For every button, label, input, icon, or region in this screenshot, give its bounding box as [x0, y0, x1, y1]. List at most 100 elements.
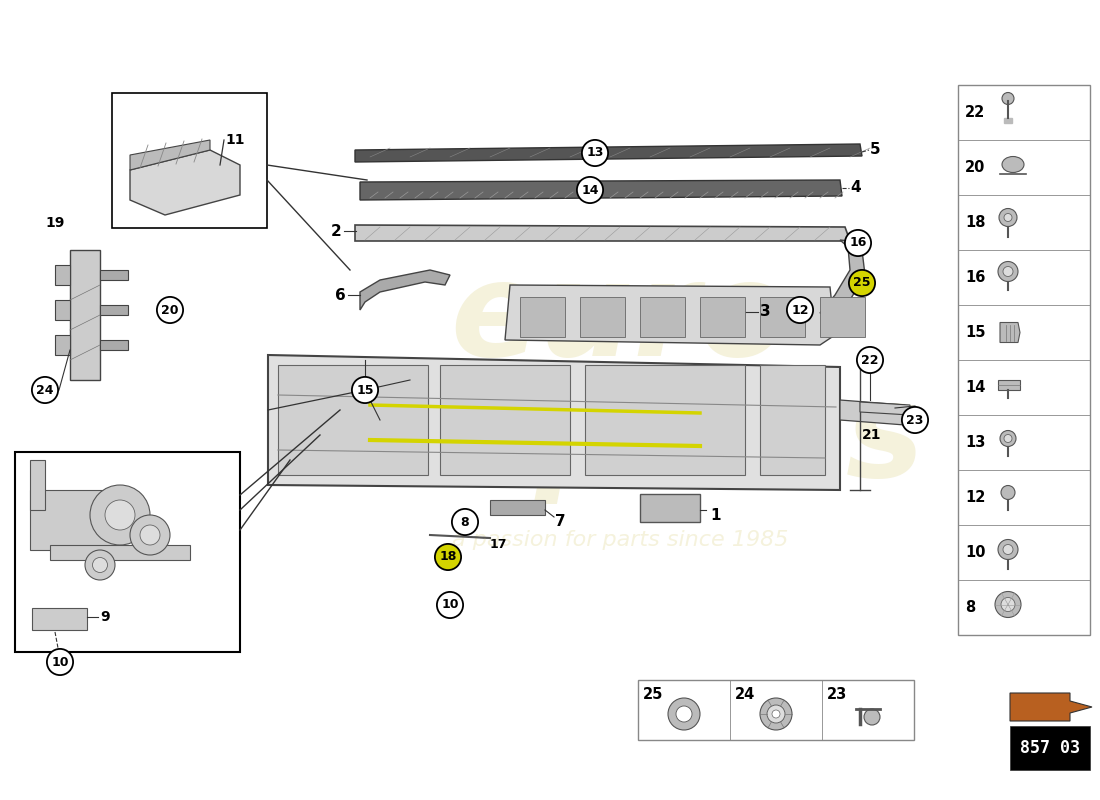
Text: 1: 1 [710, 507, 720, 522]
Ellipse shape [1002, 157, 1024, 173]
Text: 8: 8 [965, 600, 976, 615]
Circle shape [453, 510, 477, 534]
Text: 21: 21 [862, 428, 881, 442]
Circle shape [848, 269, 876, 297]
Text: 9: 9 [100, 610, 110, 624]
Bar [638, 680, 914, 740]
Circle shape [846, 230, 870, 255]
Text: parts: parts [535, 377, 925, 503]
Text: 7: 7 [556, 514, 565, 530]
Bar [50, 545, 190, 560]
Circle shape [676, 706, 692, 722]
Circle shape [1002, 93, 1014, 105]
Text: 19: 19 [45, 216, 65, 230]
Bar [278, 365, 428, 475]
Text: 18: 18 [439, 550, 456, 563]
Circle shape [772, 710, 780, 718]
Polygon shape [860, 402, 910, 415]
Bar [32, 608, 87, 630]
Text: 11: 11 [226, 133, 244, 147]
Text: 8: 8 [461, 515, 470, 529]
Circle shape [996, 591, 1021, 618]
Bar [700, 297, 745, 337]
Bar [1010, 726, 1090, 770]
Text: 18: 18 [965, 215, 986, 230]
Circle shape [92, 558, 108, 573]
Text: 20: 20 [965, 160, 986, 175]
Circle shape [901, 406, 930, 434]
Polygon shape [1004, 118, 1012, 122]
Circle shape [578, 178, 602, 202]
Circle shape [33, 378, 57, 402]
Circle shape [436, 591, 464, 619]
Bar [100, 270, 128, 280]
Text: 14: 14 [965, 380, 986, 395]
Circle shape [668, 698, 700, 730]
Circle shape [581, 139, 609, 167]
Bar [640, 297, 685, 337]
Polygon shape [840, 400, 905, 425]
Text: 10: 10 [441, 598, 459, 611]
Text: 17: 17 [490, 538, 507, 551]
Circle shape [767, 705, 785, 723]
Text: 23: 23 [906, 414, 924, 426]
Bar [820, 297, 865, 337]
Circle shape [90, 485, 150, 545]
Text: 12: 12 [965, 490, 986, 505]
Text: euro: euro [450, 257, 790, 383]
Circle shape [1003, 545, 1013, 554]
Text: 2: 2 [331, 223, 342, 238]
Text: 13: 13 [965, 435, 986, 450]
Bar [30, 490, 120, 550]
Circle shape [786, 296, 814, 324]
Circle shape [1001, 598, 1015, 611]
Circle shape [47, 650, 73, 674]
Bar [760, 365, 825, 475]
Text: 15: 15 [965, 325, 986, 340]
Circle shape [1000, 430, 1016, 446]
Text: 25: 25 [644, 687, 663, 702]
Text: 857 03: 857 03 [1020, 739, 1080, 757]
Text: a passion for parts since 1985: a passion for parts since 1985 [452, 530, 789, 550]
Bar [100, 340, 128, 350]
Circle shape [1003, 266, 1013, 277]
Polygon shape [355, 225, 850, 241]
Text: 25: 25 [854, 277, 871, 290]
Circle shape [999, 209, 1018, 226]
Bar [585, 365, 745, 475]
Circle shape [903, 408, 927, 432]
Bar [55, 300, 70, 320]
Polygon shape [268, 355, 840, 490]
Text: 12: 12 [791, 303, 808, 317]
Circle shape [583, 141, 607, 166]
Polygon shape [505, 285, 835, 345]
Bar [640, 494, 700, 522]
Text: 16: 16 [965, 270, 986, 285]
Text: 23: 23 [827, 687, 847, 702]
Bar [760, 297, 805, 337]
Bar [440, 365, 570, 475]
Polygon shape [820, 240, 865, 315]
Bar [55, 265, 70, 285]
Polygon shape [360, 270, 450, 310]
Circle shape [85, 550, 116, 580]
Text: 13: 13 [586, 146, 604, 159]
Circle shape [850, 270, 875, 295]
Bar [958, 85, 1090, 635]
Bar [580, 297, 625, 337]
Bar [15, 452, 240, 652]
Text: 4: 4 [850, 181, 860, 195]
Circle shape [451, 508, 478, 536]
Text: 3: 3 [760, 305, 771, 319]
Circle shape [438, 593, 462, 618]
Circle shape [31, 376, 59, 404]
Circle shape [130, 515, 170, 555]
Circle shape [157, 298, 183, 322]
Circle shape [46, 648, 74, 676]
Circle shape [1004, 434, 1012, 442]
Text: 22: 22 [861, 354, 879, 366]
Bar [490, 500, 544, 515]
Polygon shape [998, 379, 1020, 390]
Circle shape [351, 376, 380, 404]
Polygon shape [1010, 693, 1092, 721]
